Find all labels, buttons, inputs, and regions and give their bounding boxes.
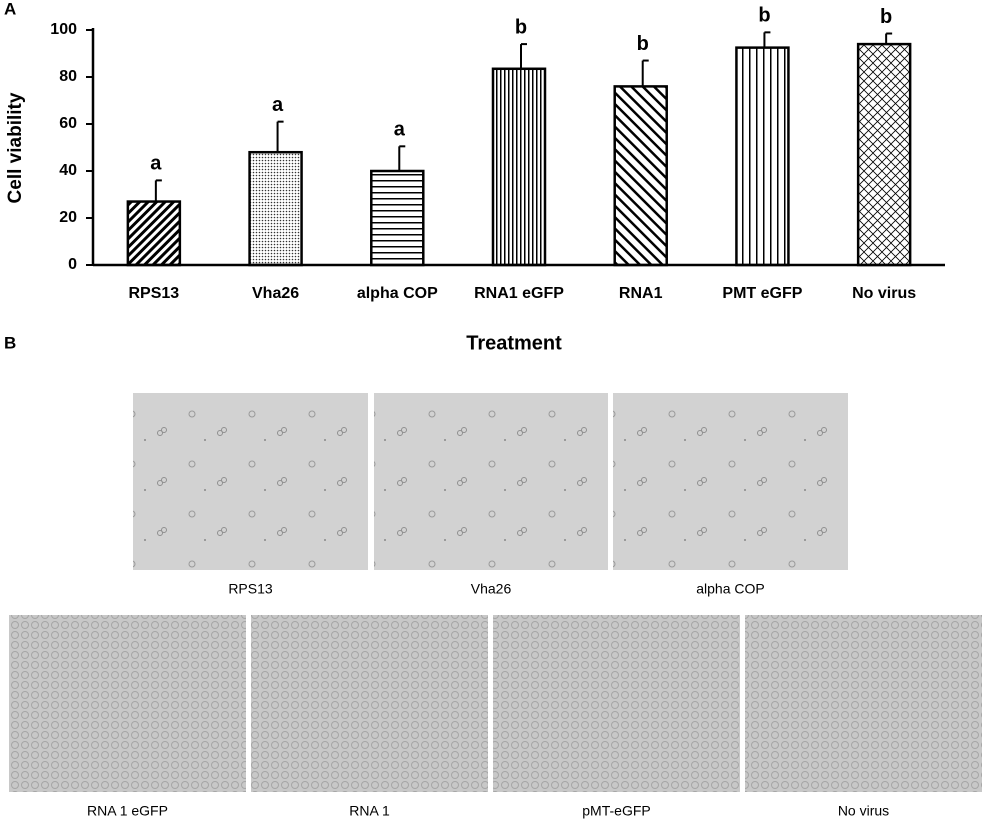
significance-letter: a (394, 119, 406, 141)
micrograph (745, 615, 982, 792)
micrograph-label: alpha COP (696, 581, 764, 597)
significance-letter: a (272, 94, 284, 116)
micrograph-label: Vha26 (471, 581, 512, 597)
bar (370, 169, 425, 267)
significance-letter: a (150, 153, 162, 175)
panel-label: A (4, 0, 16, 18)
micrograph (613, 393, 848, 570)
x-tick-label: RPS13 (129, 285, 180, 302)
micrograph-label: RNA 1 eGFP (87, 803, 168, 819)
x-axis-title: Treatment (466, 332, 562, 354)
bar (491, 67, 547, 267)
micrograph-label: No virus (838, 803, 889, 819)
bar (126, 200, 182, 267)
y-tick-label: 60 (59, 115, 77, 132)
bar (856, 42, 912, 267)
y-tick-label: 100 (50, 21, 77, 38)
x-tick-label: RNA1 (619, 285, 663, 302)
bar (248, 150, 303, 267)
micrograph (251, 615, 488, 792)
micrograph-label: RPS13 (228, 581, 273, 597)
x-tick-label: No virus (852, 285, 916, 302)
bar (613, 85, 668, 267)
micrograph-label: pMT-eGFP (582, 803, 650, 819)
x-tick-label: RNA1 eGFP (474, 285, 564, 302)
y-axis-title: Cell viability (5, 92, 26, 203)
x-tick-label: Vha26 (252, 285, 299, 302)
significance-letter: b (515, 16, 527, 38)
significance-letter: b (880, 6, 892, 28)
bar (735, 46, 790, 267)
x-tick-label: alpha COP (357, 285, 438, 302)
significance-letter: b (637, 33, 649, 55)
y-tick-label: 40 (59, 162, 77, 179)
significance-letter: b (758, 5, 770, 27)
micrograph (374, 393, 608, 570)
y-tick-label: 20 (59, 209, 77, 226)
micrograph (9, 615, 246, 792)
micrograph (133, 393, 368, 570)
panel-label: B (4, 333, 16, 352)
x-tick-label: PMT eGFP (722, 285, 802, 302)
micrograph-label: RNA 1 (349, 803, 390, 819)
y-tick-label: 80 (59, 68, 77, 85)
micrograph (493, 615, 740, 792)
y-tick-label: 0 (68, 256, 77, 273)
